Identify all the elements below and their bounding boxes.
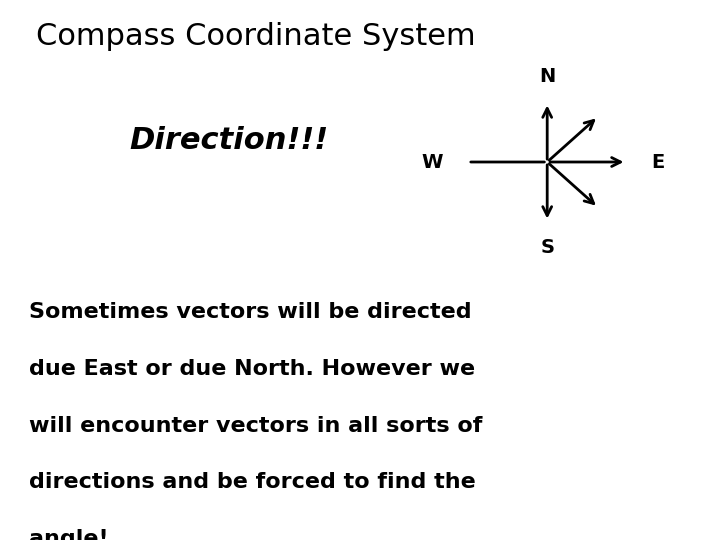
Text: will encounter vectors in all sorts of: will encounter vectors in all sorts of [29,416,482,436]
Text: directions and be forced to find the: directions and be forced to find the [29,472,475,492]
Text: E: E [652,152,665,172]
Text: Sometimes vectors will be directed: Sometimes vectors will be directed [29,302,472,322]
Text: angle!: angle! [29,529,109,540]
Text: due East or due North. However we: due East or due North. However we [29,359,475,379]
Text: N: N [539,68,555,86]
Text: S: S [540,238,554,256]
Text: W: W [421,152,443,172]
Text: Direction!!!: Direction!!! [130,126,329,155]
Text: Compass Coordinate System: Compass Coordinate System [36,22,476,51]
